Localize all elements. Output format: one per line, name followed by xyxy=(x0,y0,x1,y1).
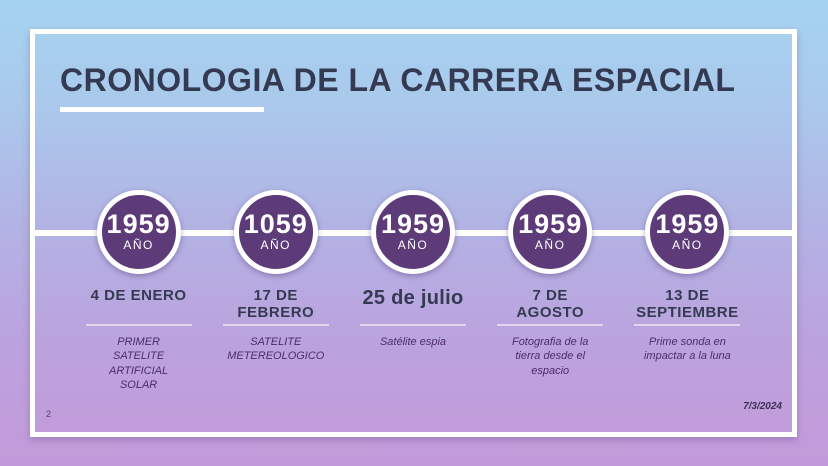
event-date: 25 de julio xyxy=(362,287,464,309)
separator-line xyxy=(634,324,741,326)
event-description: PRIMER SATELITE ARTIFICIAL SOLAR xyxy=(109,336,169,391)
year-circle: 1959 AÑO xyxy=(508,190,593,274)
slide-footer-date: 7/3/2024 xyxy=(743,401,782,412)
separator-line xyxy=(359,324,466,326)
year-circle: 1059 AÑO xyxy=(233,190,318,274)
year-label: AÑO xyxy=(534,238,566,253)
event-date: 7 DE AGOSTO xyxy=(516,287,585,322)
year-text: 1959 xyxy=(655,209,720,240)
title-underline xyxy=(60,107,264,112)
year-circle: 1959 AÑO xyxy=(370,190,455,274)
timeline-item-febrero: 1059 AÑO 17 DE FEBRERO SATELITE METEREOL… xyxy=(207,190,344,392)
slide-number: 2 xyxy=(46,409,52,419)
year-text: 1059 xyxy=(243,209,308,240)
timeline: 1959 AÑO 4 DE ENERO PRIMER SATELITE ARTI… xyxy=(70,190,756,392)
timeline-item-julio: 1959 AÑO 25 de julio Satélite espia xyxy=(344,190,481,392)
timeline-item-agosto: 1959 AÑO 7 DE AGOSTO Fotografia de la ti… xyxy=(482,190,619,392)
year-text: 1959 xyxy=(380,209,446,240)
event-date: 13 DE SEPTIEMBRE xyxy=(636,287,739,322)
event-description: Prime sonda en impactar a la luna xyxy=(643,336,731,363)
year-circle: 1959 AÑO xyxy=(96,190,181,274)
year-circle: 1959 AÑO xyxy=(645,190,730,274)
event-date: 17 DE FEBRERO xyxy=(237,287,315,322)
event-description: Fotografia de la tierra desde el espacio xyxy=(511,336,589,377)
separator-line xyxy=(222,324,329,326)
timeline-item-enero: 1959 AÑO 4 DE ENERO PRIMER SATELITE ARTI… xyxy=(70,190,207,392)
year-label: AÑO xyxy=(260,238,292,253)
year-label: AÑO xyxy=(672,238,703,253)
event-date: 4 DE ENERO xyxy=(90,287,187,304)
year-label: AÑO xyxy=(397,238,429,253)
year-label: AÑO xyxy=(123,238,154,253)
year-text: 1959 xyxy=(518,209,583,240)
separator-line xyxy=(85,324,192,326)
separator-line xyxy=(497,324,604,326)
event-description: SATELITE METEREOLOGICO xyxy=(227,336,325,363)
timeline-item-septiembre: 1959 AÑO 13 DE SEPTIEMBRE Prime sonda en… xyxy=(619,190,756,392)
year-text: 1959 xyxy=(106,209,171,240)
event-description: Satélite espia xyxy=(379,336,447,348)
page-title: CRONOLOGIA DE LA CARRERA ESPACIAL xyxy=(60,62,736,98)
